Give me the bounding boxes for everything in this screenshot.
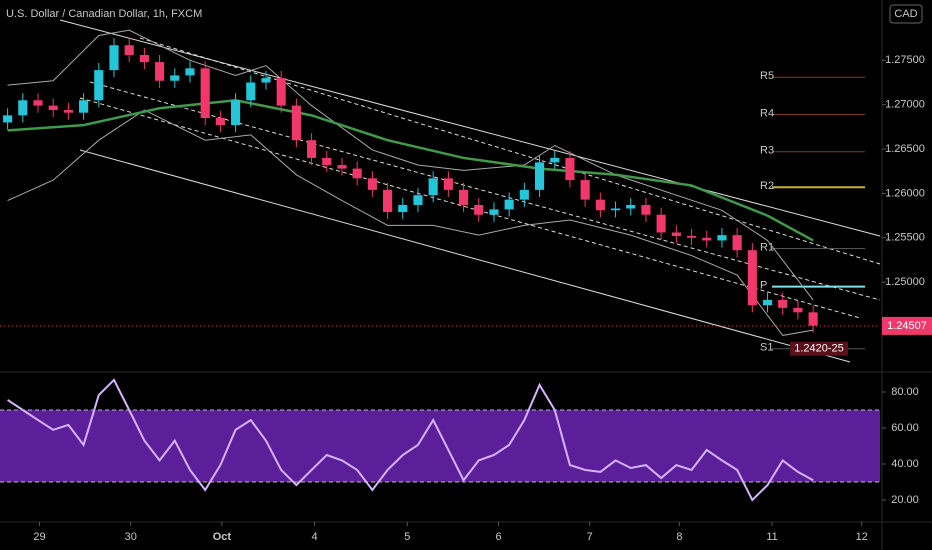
annotation: 1.2420-25 xyxy=(794,343,844,355)
candle-body xyxy=(550,157,560,163)
candle-body xyxy=(124,45,134,56)
candle-body xyxy=(595,199,605,211)
channel-line xyxy=(59,19,881,237)
y-tick-label: 1.25000 xyxy=(885,276,925,288)
candle-body xyxy=(63,110,73,113)
rsi-line xyxy=(7,378,814,502)
candle-body xyxy=(170,75,180,81)
candle-body xyxy=(732,235,742,251)
annotation-box xyxy=(790,341,848,356)
candle-body xyxy=(565,157,575,181)
x-tick-label: 11 xyxy=(766,531,777,543)
pivot-label: S1 xyxy=(760,342,773,354)
pivot-label: R1 xyxy=(760,241,774,253)
overlay-line xyxy=(7,99,814,242)
y-tick-label: 20.00 xyxy=(891,494,919,506)
candle-body xyxy=(322,157,332,166)
y-tick-label: 1.25500 xyxy=(885,232,925,244)
chart-title: U.S. Dollar / Canadian Dollar, 1h, FXCM xyxy=(6,8,202,20)
candle-body xyxy=(139,55,149,63)
channel-line xyxy=(139,37,881,265)
y-tick-label: 40.00 xyxy=(891,458,919,470)
candle-body xyxy=(626,204,636,209)
candle-body xyxy=(641,204,651,215)
overlay-line xyxy=(7,29,814,301)
candle-body xyxy=(398,204,408,213)
y-tick-label: 80.00 xyxy=(891,386,919,398)
y-tick-label: 1.27000 xyxy=(885,99,925,111)
candle-body xyxy=(231,100,241,126)
candle-body xyxy=(778,299,788,308)
pivot-label: R4 xyxy=(760,107,774,119)
candle-body xyxy=(383,189,393,213)
candle-body xyxy=(33,100,43,106)
y-tick-label: 1.27500 xyxy=(885,54,925,66)
candle-body xyxy=(337,165,347,169)
candle-body xyxy=(367,178,377,190)
candle-body xyxy=(519,189,529,200)
candle-body xyxy=(155,62,165,81)
channel-line xyxy=(79,149,851,363)
candle-body xyxy=(702,237,712,241)
x-tick-label: 4 xyxy=(312,531,318,543)
pivot-label: P xyxy=(760,280,767,292)
candle-body xyxy=(762,299,773,306)
y-tick-label: 60.00 xyxy=(891,422,919,434)
candle-body xyxy=(534,162,545,190)
candle-body xyxy=(79,100,89,113)
y-tick-label: 1.26500 xyxy=(885,143,925,155)
x-tick-label: 6 xyxy=(495,531,501,543)
x-tick-label: Oct xyxy=(213,531,232,543)
candle-body xyxy=(18,100,28,116)
candle-body xyxy=(717,235,727,241)
currency[interactable]: CAD xyxy=(894,8,917,20)
currency-box[interactable] xyxy=(889,4,923,24)
candle-body xyxy=(610,208,621,211)
last-price-tag xyxy=(882,316,932,335)
candle-body xyxy=(185,68,195,76)
candle-body xyxy=(200,68,210,119)
candle-body xyxy=(413,195,423,205)
y-tick-label: 1.26000 xyxy=(885,187,925,199)
pivot-label: R2 xyxy=(760,180,774,192)
candle-body xyxy=(504,199,514,210)
candle-body xyxy=(109,45,119,71)
candle-body xyxy=(458,189,469,205)
candle-body xyxy=(656,214,666,233)
candle-body xyxy=(48,105,58,111)
candle-body xyxy=(580,180,590,200)
channel-line xyxy=(79,97,861,319)
candle-body xyxy=(291,105,301,141)
candle-body xyxy=(261,78,271,83)
candle-body xyxy=(474,204,484,215)
candle-body xyxy=(808,312,818,326)
candle-body xyxy=(246,82,256,101)
pivot-label: R3 xyxy=(760,145,774,157)
last-price-label: 1.24507 xyxy=(887,320,927,332)
candle-body xyxy=(489,209,499,215)
candle-body xyxy=(686,236,697,238)
candle-body xyxy=(276,78,286,106)
x-tick-label: 5 xyxy=(404,531,410,543)
candle-body xyxy=(443,178,453,190)
candle-body xyxy=(215,118,225,126)
x-tick-label: 8 xyxy=(676,531,682,543)
candle-body xyxy=(352,168,362,179)
x-tick-label: 12 xyxy=(856,531,868,543)
candle-body xyxy=(94,70,104,101)
overlay-line xyxy=(7,109,814,336)
x-tick-label: 29 xyxy=(33,531,45,543)
candle-body xyxy=(307,140,317,158)
pivot-label: R5 xyxy=(760,70,774,82)
candle-body xyxy=(671,232,681,237)
candle-body xyxy=(3,115,13,123)
rsi-band xyxy=(0,409,880,483)
candle-body xyxy=(747,250,757,306)
candle-body xyxy=(428,178,438,196)
x-tick-label: 30 xyxy=(125,531,137,543)
x-tick-label: 7 xyxy=(587,531,593,543)
candle-body xyxy=(793,307,803,313)
